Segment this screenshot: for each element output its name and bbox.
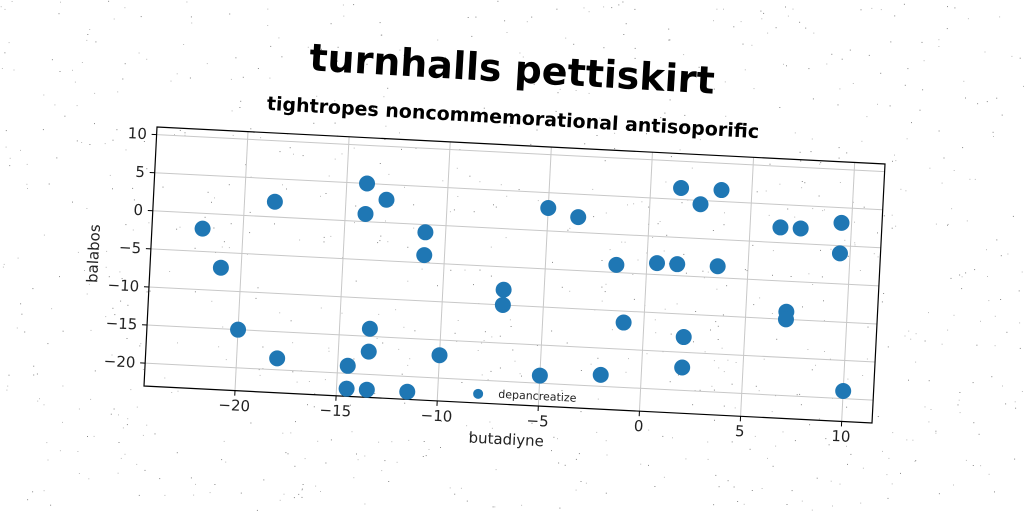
y-tick-label: −15 (105, 314, 138, 334)
scatter-point (266, 193, 283, 210)
scatter-point (673, 180, 690, 197)
y-gridline (147, 324, 876, 363)
x-tick-label: 0 (633, 417, 643, 435)
scatter-point (833, 214, 850, 231)
scatter-point (360, 343, 377, 360)
x-tick-label: −15 (319, 401, 352, 421)
scatter-point (674, 359, 691, 376)
y-gridline (152, 210, 881, 249)
scatter-point (692, 196, 709, 213)
x-gridline (841, 162, 856, 422)
scatter-point (649, 255, 666, 272)
scatter-point (669, 256, 686, 273)
scatter-point (835, 382, 852, 399)
scatter-point (230, 321, 247, 338)
x-gridline (740, 157, 755, 417)
scatter-point (416, 247, 433, 264)
scatter-point (357, 205, 374, 222)
scatter-point (531, 367, 548, 384)
scatter-point (540, 199, 557, 216)
scatter-point (792, 220, 809, 237)
scatter-point (570, 209, 587, 226)
scatter-point (592, 366, 609, 383)
scatter-point (378, 191, 395, 208)
x-gridline (638, 152, 653, 412)
y-gridline (145, 362, 874, 401)
y-tick-label: 10 (127, 124, 147, 143)
y-tick-label: −20 (103, 352, 136, 372)
x-tick-label: −10 (420, 406, 453, 426)
plot-frame (143, 126, 886, 424)
scatter-point (615, 314, 632, 331)
x-gridline (537, 147, 552, 407)
y-tick-label: 5 (135, 163, 145, 181)
scatter-point (269, 350, 286, 367)
x-gridline (335, 136, 350, 396)
y-gridline (154, 172, 883, 211)
scatter-point (399, 383, 416, 400)
scatter-point (339, 357, 356, 374)
y-tick-label: −10 (107, 276, 140, 296)
scatter-point (359, 175, 376, 192)
chart-title: turnhalls pettiskirt (308, 35, 716, 102)
y-tick-label: −5 (119, 238, 142, 257)
x-tick-label: −5 (526, 411, 549, 430)
scatter-point (361, 320, 378, 337)
y-gridline (148, 286, 877, 325)
scatter-point (495, 281, 512, 298)
y-axis-label: balabos (83, 224, 104, 284)
y-tick-label: 0 (133, 201, 143, 219)
scatter-point (431, 347, 448, 364)
y-gridline (156, 134, 885, 173)
legend-label: depancreatize (498, 388, 577, 405)
plot-area: −20 −15 −10 −5 0 5 10 10 5 0 −5 −10 −15 −20 butadiyne b… (83, 124, 886, 451)
scatter-point (608, 256, 625, 273)
scatter-point (494, 296, 511, 313)
x-tick-label: −20 (218, 396, 251, 416)
x-gridline (234, 131, 249, 391)
y-gridline (150, 248, 879, 287)
scatter-point (831, 245, 848, 262)
scatter-point (338, 380, 355, 397)
scatter-point (212, 259, 229, 276)
scatter-point (358, 381, 375, 398)
x-tick-label: 10 (831, 427, 851, 446)
scatter-point (709, 258, 726, 275)
x-tick-label: 5 (735, 422, 745, 440)
scatter-point (417, 224, 434, 241)
scatter-point (194, 220, 211, 237)
scatter-point (675, 329, 692, 346)
scatter-point (772, 219, 789, 236)
x-axis-label: butadiyne (468, 429, 544, 451)
legend-marker (473, 388, 484, 399)
scatter-point (777, 311, 794, 328)
scatter-point (713, 182, 730, 199)
